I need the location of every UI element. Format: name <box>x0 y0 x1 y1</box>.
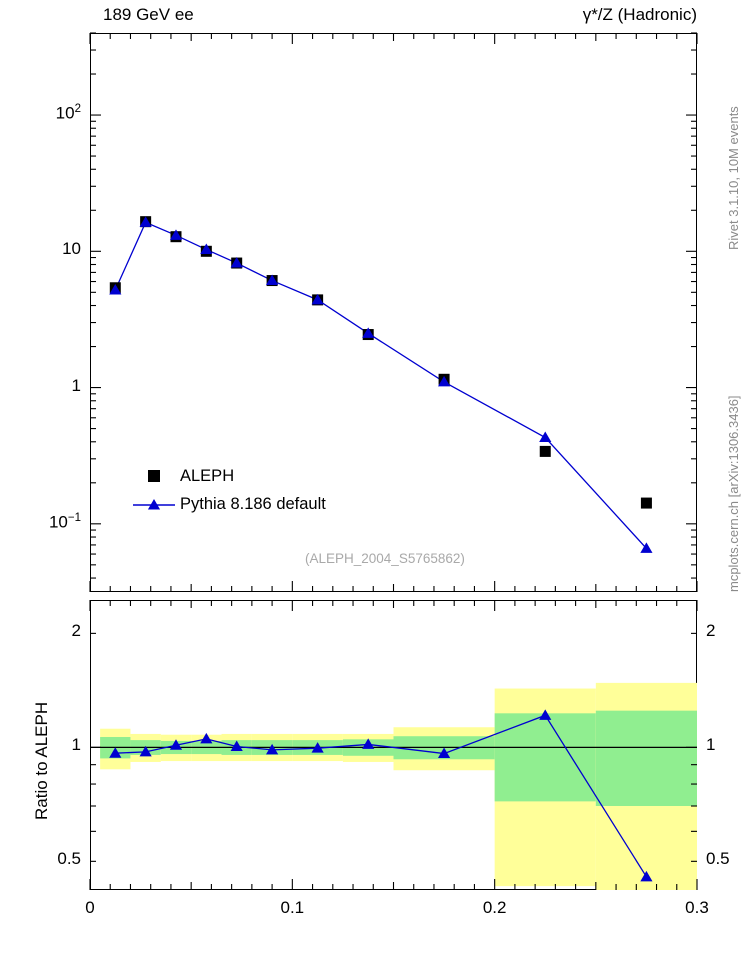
mc-point-pythia <box>311 293 324 305</box>
ratio-y-tick-label-1-right: 1 <box>706 735 716 755</box>
panel-mask-bottom <box>0 890 746 972</box>
y-tick-label-100: 102 <box>55 103 81 123</box>
mc-point-pythia <box>139 216 152 227</box>
mc-point-pythia <box>200 243 213 255</box>
mc-point-pythia <box>109 283 122 295</box>
legend-label-pythia: Pythia 8.186 default <box>180 495 326 513</box>
mc-point-pythia <box>362 327 375 338</box>
analysis-id-watermark: (ALEPH_2004_S5765862) <box>305 551 465 566</box>
ratio-mc-point <box>200 732 213 744</box>
ratio-y-tick-label-1: 1 <box>71 735 81 755</box>
x-tick-label-0-1: 0.1 <box>280 898 305 917</box>
ratio-axis-label: Ratio to ALEPH <box>32 701 51 820</box>
ratio-mc-point <box>169 739 183 750</box>
ratio-y-tick-label-0-5-right: 0.5 <box>706 849 730 869</box>
ratio-mc-point <box>539 709 552 720</box>
y-tick-label-0-1: 10−1 <box>48 511 81 532</box>
ratio-mc-point <box>640 870 653 882</box>
data-point-aleph <box>539 445 551 457</box>
mc-point-pythia <box>266 274 279 286</box>
legend-marker-pythia <box>147 499 161 510</box>
x-tick-label-0: 0 <box>85 898 95 917</box>
ratio-y-tick-label-2: 2 <box>71 621 81 641</box>
panel-mask-top <box>0 0 746 600</box>
ratio-mc-point <box>139 745 152 757</box>
rivet-version-label: Rivet 3.1.10, 10M events <box>726 106 741 250</box>
ratio-mc-point <box>362 738 375 749</box>
x-tick-label-0-3: 0.3 <box>685 898 709 917</box>
ratio-y-tick-label-0-5: 0.5 <box>57 849 81 869</box>
ratio-band-inner <box>494 713 596 802</box>
ratio-mc-point <box>437 747 451 759</box>
mc-point-pythia <box>539 431 552 443</box>
ratio-band-inner <box>595 710 697 807</box>
ratio-mc-point <box>109 747 122 758</box>
legend-marker-aleph <box>148 470 160 482</box>
ratio-mc-point <box>311 742 324 753</box>
mc-point-pythia <box>437 375 451 387</box>
header-beam-label: 189 GeV ee <box>103 5 194 24</box>
ratio-mc-point <box>266 743 279 755</box>
y-tick-label-1: 1 <box>71 375 81 395</box>
mc-point-pythia <box>169 229 183 240</box>
mc-point-pythia <box>230 257 243 268</box>
y-tick-label-10: 10 <box>62 239 81 259</box>
mcplots-source-label: mcplots.cern.ch [arXiv:1306.3436] <box>726 395 741 592</box>
x-tick-label-0-2: 0.2 <box>482 898 507 917</box>
legend-label-aleph: ALEPH <box>180 467 235 485</box>
ratio-y-tick-label-2-right: 2 <box>706 621 716 641</box>
mc-point-pythia <box>640 542 653 553</box>
data-point-aleph <box>640 497 652 509</box>
header-process-label: γ*/Z (Hadronic) <box>582 5 697 24</box>
ratio-mc-point <box>230 740 243 752</box>
